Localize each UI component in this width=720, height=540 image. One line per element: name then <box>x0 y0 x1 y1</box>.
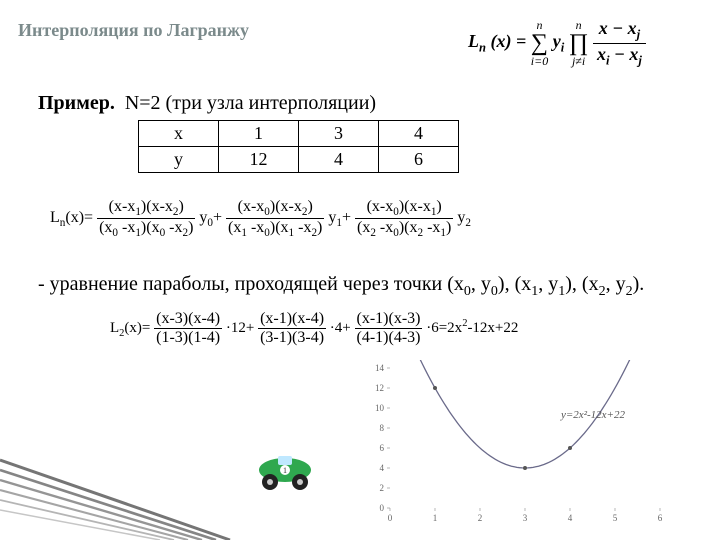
table-cell: 12 <box>219 147 299 173</box>
svg-text:6: 6 <box>380 443 385 453</box>
svg-text:1: 1 <box>433 513 438 523</box>
table-cell: 4 <box>379 121 459 147</box>
svg-text:4: 4 <box>568 513 573 523</box>
pt6: , y <box>606 273 626 295</box>
page-title: Интерполяция по Лагранжу <box>18 20 249 41</box>
pt2: , y <box>471 273 491 295</box>
pt7: ). <box>633 273 645 295</box>
svg-text:0: 0 <box>388 513 393 523</box>
svg-text:0: 0 <box>380 503 385 513</box>
svg-text:6: 6 <box>658 513 663 523</box>
table-cell: 4 <box>299 147 379 173</box>
table-cell: 3 <box>299 121 379 147</box>
data-table: x134y1246 <box>138 120 459 173</box>
table-cell: y <box>139 147 219 173</box>
pt4: , y <box>538 273 558 295</box>
l2-formula: L2(x)= (x-3)(x-4)(1-3)(1-4) ·12+ (x-1)(x… <box>110 310 518 347</box>
pt1: - уравнение параболы, проходящей через т… <box>38 273 464 295</box>
svg-text:2: 2 <box>380 483 385 493</box>
svg-text:10: 10 <box>375 403 385 413</box>
table-cell: 1 <box>219 121 299 147</box>
svg-text:1: 1 <box>283 466 287 475</box>
l2r: =2x <box>439 320 462 336</box>
svg-text:12: 12 <box>375 383 384 393</box>
lagrange-formula: Ln (x) = n ∑ i=0 yi n ∏ j≠i x − xj xi − … <box>468 18 646 68</box>
table-cell: 6 <box>379 147 459 173</box>
parabola-chart: 024681012140123456y=2x²-12x+22 <box>350 360 670 530</box>
parabola-text: - уравнение параболы, проходящей через т… <box>38 272 678 301</box>
l2t: -12x+22 <box>467 320 518 336</box>
ln-formula: Ln(x)= (x-x1)(x-x2)(x0 -x1)(x0 -x2) y0+ … <box>50 198 471 239</box>
pt5: ), (x <box>565 273 598 295</box>
svg-text:2: 2 <box>478 513 483 523</box>
svg-text:14: 14 <box>375 363 385 373</box>
page-title-text: Интерполяция по Лагранжу <box>18 20 249 40</box>
example-label: Пример. <box>38 92 115 114</box>
car-icon: 1 <box>250 448 320 493</box>
svg-text:5: 5 <box>613 513 618 523</box>
svg-text:3: 3 <box>523 513 528 523</box>
pt3: ), (x <box>498 273 531 295</box>
table-cell: x <box>139 121 219 147</box>
corner-decoration <box>0 420 260 540</box>
example-text: N=2 (три узла интерполяции) <box>125 92 376 114</box>
example-line: Пример. N=2 (три узла интерполяции) <box>38 92 376 115</box>
svg-text:y=2x²-12x+22: y=2x²-12x+22 <box>560 409 625 421</box>
svg-text:8: 8 <box>380 423 385 433</box>
svg-text:4: 4 <box>380 463 385 473</box>
